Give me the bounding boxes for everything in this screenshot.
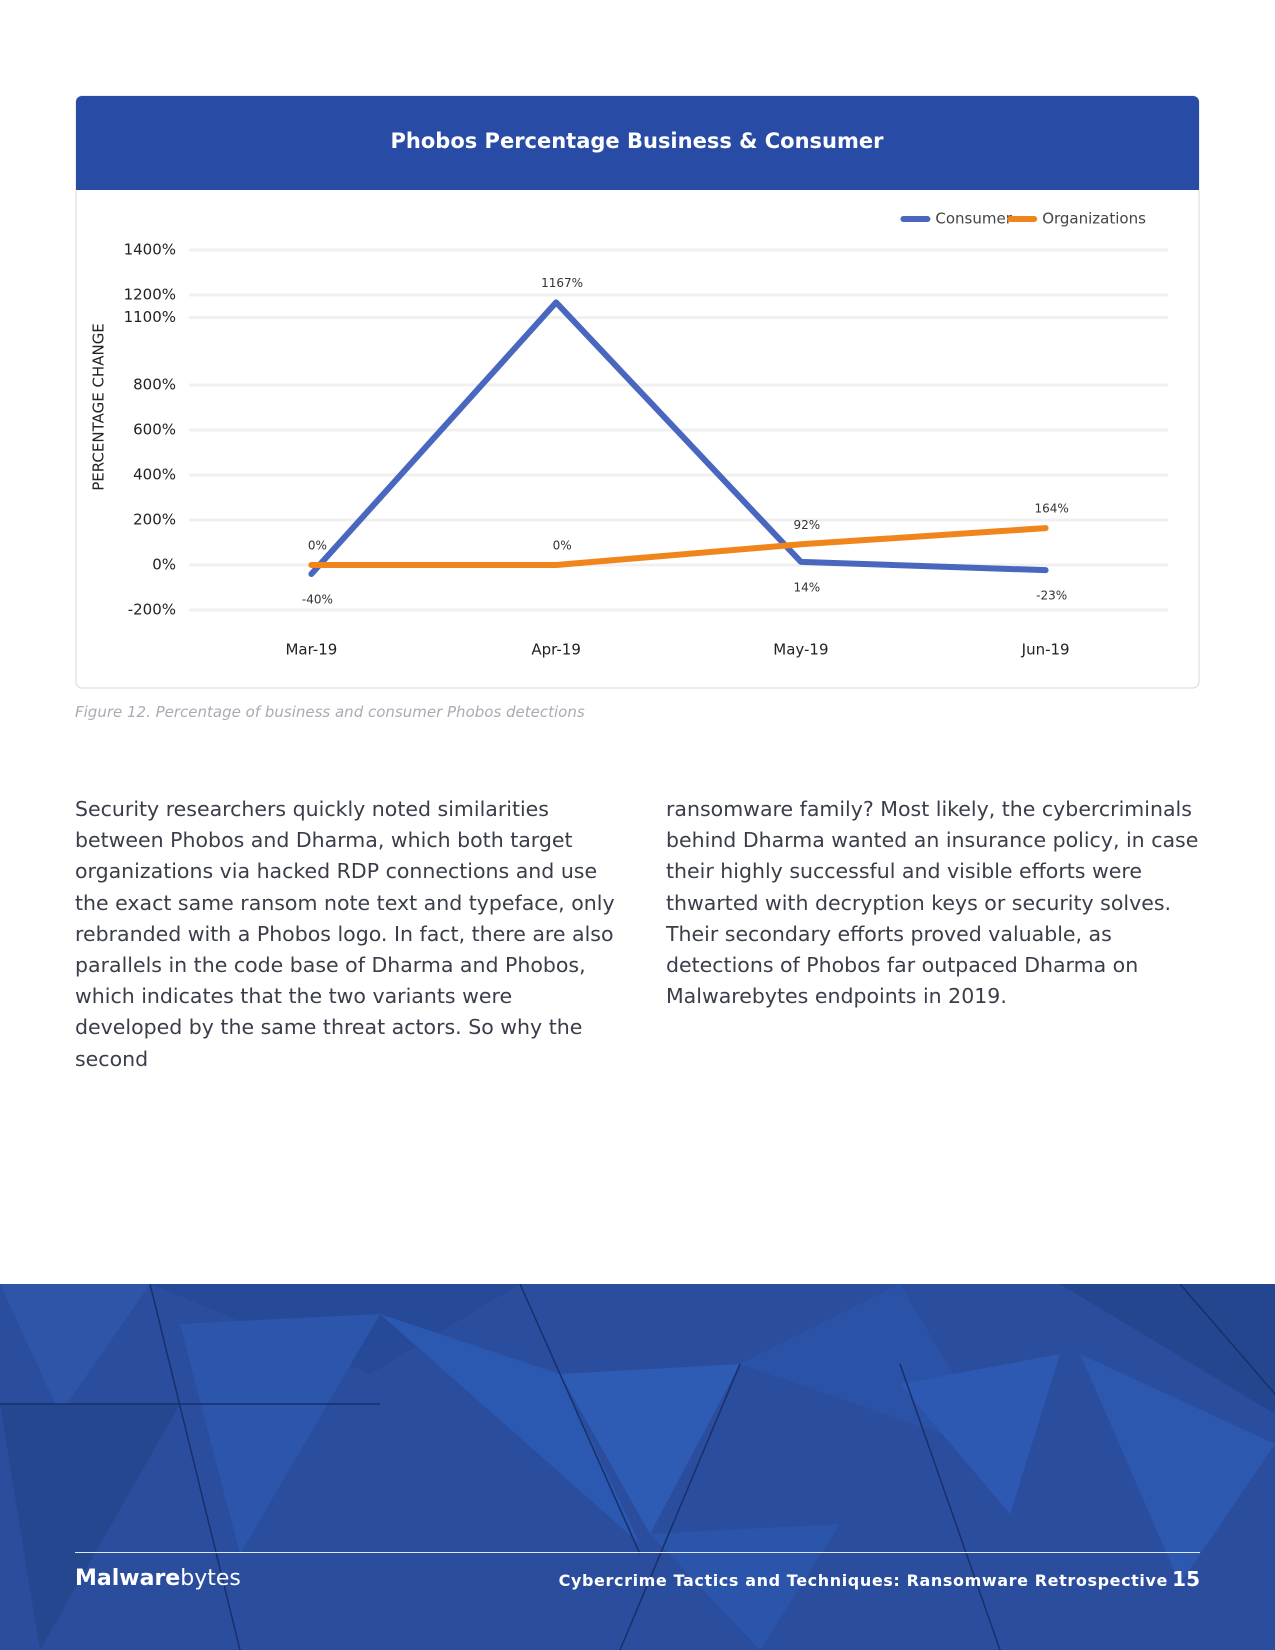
chart: Phobos Percentage Business & Consumer PE… bbox=[75, 95, 1200, 689]
footer-rule bbox=[75, 1552, 1200, 1553]
x-tick-label: Mar-19 bbox=[285, 641, 337, 659]
legend-label: Consumer bbox=[935, 210, 1012, 228]
data-label: 92% bbox=[794, 518, 821, 532]
data-label: -40% bbox=[302, 593, 333, 607]
footer: Malwarebytes Cybercrime Tactics and Tech… bbox=[0, 1284, 1275, 1650]
data-label: 0% bbox=[308, 539, 327, 553]
x-tick-label: Apr-19 bbox=[531, 641, 581, 659]
y-axis-label: PERCENTAGE CHANGE bbox=[90, 323, 108, 491]
y-tick-label: -200% bbox=[128, 601, 176, 619]
y-tick-label: 200% bbox=[133, 511, 176, 529]
body-text: ransomware family? Most likely, the cybe… bbox=[666, 797, 1199, 1009]
x-tick-label: May-19 bbox=[773, 641, 828, 659]
data-label: 14% bbox=[794, 580, 821, 594]
page-number: 15 bbox=[1172, 1567, 1200, 1591]
y-tick-label: 800% bbox=[133, 376, 176, 394]
logo-light: bytes bbox=[180, 1566, 241, 1591]
chart-header bbox=[76, 96, 1199, 190]
data-label: 1167% bbox=[541, 276, 583, 290]
y-tick-label: 1200% bbox=[124, 286, 176, 304]
y-tick-label: 1400% bbox=[124, 241, 176, 259]
logo-bold: Malware bbox=[75, 1566, 181, 1591]
y-tick-label: 400% bbox=[133, 466, 176, 484]
data-label: -23% bbox=[1036, 589, 1067, 603]
x-tick-label: Jun-19 bbox=[1021, 641, 1070, 659]
data-line bbox=[308, 525, 1049, 568]
y-tick-label: 600% bbox=[133, 421, 176, 439]
data-line bbox=[308, 299, 1049, 577]
chart-title: Phobos Percentage Business & Consumer bbox=[391, 129, 885, 153]
y-tick-label: 1100% bbox=[124, 308, 176, 326]
figure-caption: Figure 12. Percentage of business and co… bbox=[75, 703, 585, 721]
footer-title: Cybercrime Tactics and Techniques: Ranso… bbox=[558, 1571, 1168, 1590]
legend-label: Organizations bbox=[1042, 210, 1146, 228]
y-tick-label: 0% bbox=[152, 556, 176, 574]
data-label: 0% bbox=[553, 539, 572, 553]
footer-pattern bbox=[0, 1284, 1275, 1650]
logo: Malwarebytes bbox=[75, 1566, 241, 1591]
data-label: 164% bbox=[1034, 502, 1068, 516]
body-text: Security researchers quickly noted simil… bbox=[75, 797, 615, 1071]
